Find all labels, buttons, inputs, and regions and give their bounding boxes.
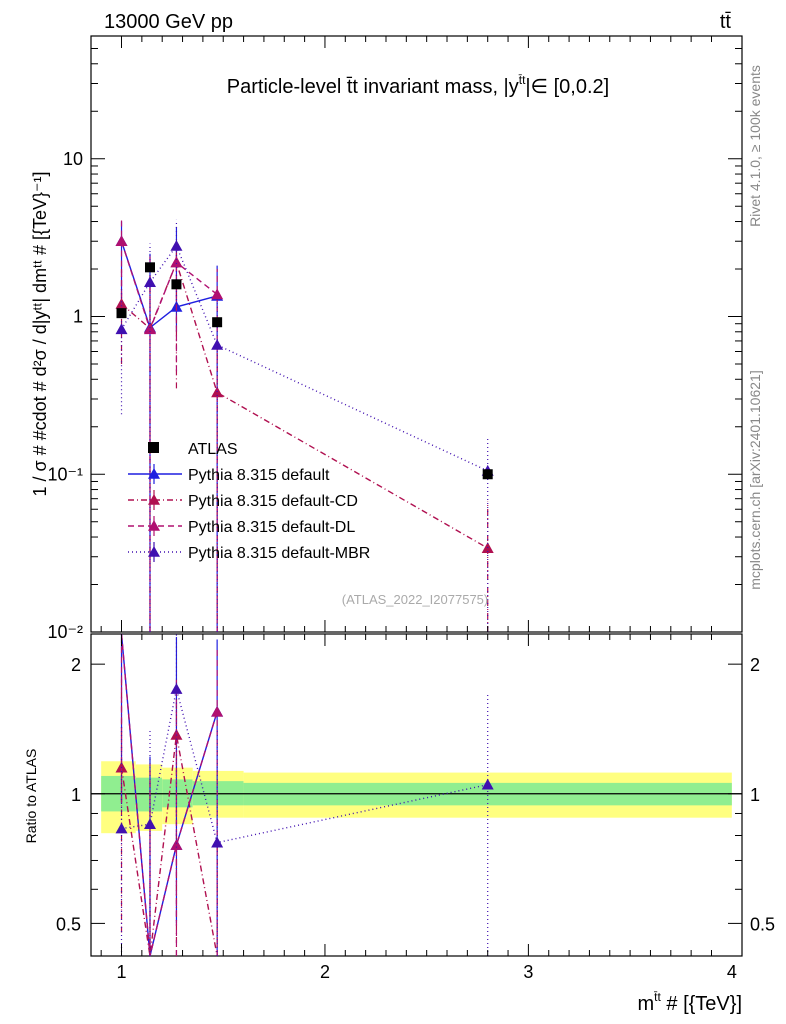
reference-point <box>482 469 493 480</box>
ratio-tick-label: 2 <box>71 655 81 675</box>
x-tick-label: 3 <box>523 962 533 982</box>
y-axis-label: 1 / σ # #cdot # d²σ / d|yᵗᵗ| dmᵗᵗ # [{Te… <box>30 171 50 496</box>
ratio-point <box>115 822 128 834</box>
inner-band-segment <box>135 777 163 812</box>
x-tick-label: 4 <box>727 962 737 982</box>
reference-points <box>116 262 493 480</box>
reference-point <box>116 308 127 319</box>
ratio-point <box>211 705 224 717</box>
ratio-series-4 <box>115 634 494 956</box>
main-plot-frame <box>90 35 743 633</box>
data-point <box>170 256 183 268</box>
legend-label: Pythia 8.315 default-DL <box>188 519 355 536</box>
legend: ATLAS Pythia 8.315 default Pythia 8.315 de… <box>128 441 370 562</box>
ratio-series <box>115 633 494 957</box>
y-tick-label: 10 <box>63 149 83 169</box>
plot-title: Particle-level t̄t invariant mass, |yt̄t… <box>227 73 609 98</box>
reference-point <box>144 262 155 273</box>
legend-label: Pythia 8.315 default-CD <box>188 493 358 510</box>
energy-label: 13000 GeV pp <box>104 11 233 33</box>
plot-title-superscript: t̄t <box>518 73 526 87</box>
ratio-point <box>143 818 156 829</box>
ratio-tick-label-right: 1 <box>750 785 760 805</box>
ratio-point <box>481 778 494 790</box>
ratio-axis-label: Ratio to ATLAS <box>23 749 39 844</box>
main-series <box>115 218 494 632</box>
plot-title-end: |∈ [0,0.2] <box>525 76 609 98</box>
series-1 <box>115 221 224 632</box>
legend-label: Pythia 8.315 default-MBR <box>188 545 370 562</box>
y-tick-label: 10⁻¹ <box>47 464 83 484</box>
legend-label: Pythia 8.315 default <box>188 467 330 484</box>
data-point <box>211 288 224 300</box>
process-label: tt̄ <box>720 11 732 33</box>
ratio-line <box>120 633 218 957</box>
data-point <box>211 338 224 350</box>
analysis-id: (ATLAS_2022_I2077575) <box>342 592 488 607</box>
axes: 1 2 3 4 10⁻² 10⁻¹ 1 10 0.5 0.5 1 1 2 2 <box>47 35 775 982</box>
legend-marker <box>148 494 160 505</box>
series-line <box>120 241 218 332</box>
reference-point <box>171 279 182 290</box>
ratio-tick-label: 1 <box>71 785 81 805</box>
x-tick-label: 1 <box>117 962 127 982</box>
data-point <box>143 323 156 335</box>
series-2 <box>115 248 494 632</box>
ratio-tick-label-right: 2 <box>750 655 760 675</box>
series-3 <box>115 218 224 632</box>
x-axis-label-main: m <box>637 993 654 1015</box>
x-tick-label: 2 <box>320 962 330 982</box>
data-point <box>115 323 128 335</box>
ratio-point <box>170 839 183 850</box>
legend-marker <box>148 520 160 531</box>
series-line <box>120 244 488 472</box>
data-point <box>115 235 128 247</box>
ratio-point <box>211 836 224 848</box>
ratio-point <box>170 683 183 694</box>
y-tick-label: 1 <box>73 307 83 327</box>
legend-marker <box>148 546 160 557</box>
ratio-line <box>120 734 218 957</box>
data-point <box>170 239 183 251</box>
data-point <box>143 276 156 287</box>
x-axis-label: mt̄t # [{TeV}] <box>637 990 742 1015</box>
x-axis-label-superscript: t̄t <box>654 990 662 1004</box>
legend-label-atlas: ATLAS <box>188 441 238 458</box>
y-tick-label: 10⁻² <box>47 622 83 642</box>
legend-marker <box>148 468 160 479</box>
ratio-tick-label-right: 0.5 <box>750 914 775 934</box>
rivet-label: Rivet 4.1.0, ≥ 100k events <box>747 65 763 227</box>
plot-title-main: Particle-level t̄t invariant mass, |y <box>227 76 519 98</box>
legend-marker-atlas <box>148 442 159 453</box>
x-axis-label-end: # [{TeV}] <box>661 993 742 1015</box>
ratio-tick-label: 0.5 <box>56 914 81 934</box>
source-label: mcplots.cern.ch [arXiv:2401.10621] <box>747 370 763 589</box>
reference-point <box>212 317 223 328</box>
